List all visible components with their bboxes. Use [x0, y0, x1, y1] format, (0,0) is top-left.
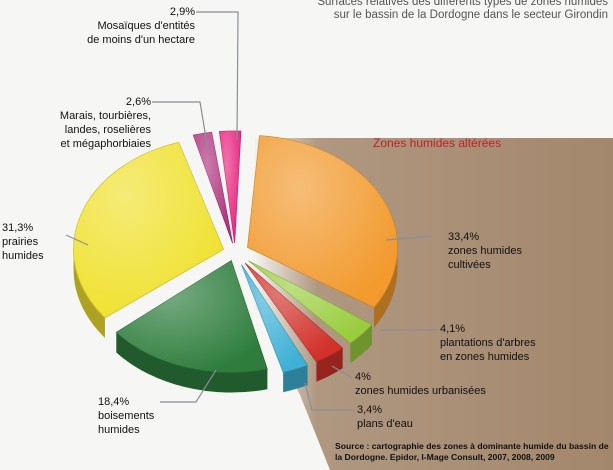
slice-value-label: 18,4% — [98, 396, 130, 408]
slice-category-label: zones humides — [448, 245, 522, 257]
slice-label-5: 18,4% boisements humides — [98, 395, 154, 437]
slice-value-label: 3,4% — [357, 404, 383, 416]
leader-lines — [65, 11, 438, 411]
pie-slice-highlight-2 — [248, 260, 372, 344]
pie-slice-side-3 — [316, 348, 343, 382]
leader-line-8 — [196, 11, 239, 141]
pie-slices — [73, 130, 398, 373]
pie-slice-highlight-1 — [247, 135, 398, 308]
slice-category-label: plans d'eau — [357, 418, 413, 430]
leader-line-5 — [160, 369, 217, 403]
pie-slice-highlight-6 — [73, 142, 224, 318]
slice-category-label: humides — [98, 424, 140, 436]
pie-slice-highlight-8 — [219, 131, 241, 244]
leader-line-7 — [152, 101, 209, 151]
slice-value-label: 31,3% — [2, 222, 34, 234]
section-title-altered: Zones humides altérées — [373, 136, 502, 150]
slice-value-label: 2,9% — [169, 6, 195, 18]
leader-line-4 — [304, 382, 354, 411]
chart-title: Surfaces relatives des différents types … — [0, 0, 608, 22]
slice-label-3: 4% zones humides urbanisées — [355, 370, 486, 398]
pie-slice-highlight-5 — [116, 260, 268, 373]
slice-category-label: humides — [2, 250, 44, 262]
slice-category-label: landes, roselières — [64, 124, 151, 136]
slice-category-label: boisements — [98, 410, 155, 422]
slice-value-label: 33,4% — [448, 231, 480, 243]
slice-category-label: plantations d'arbres — [440, 337, 536, 349]
slice-label-2: 4,1% plantations d'arbres en zones humides — [440, 322, 536, 364]
slice-category-label: de moins d'un hectare — [87, 34, 195, 46]
pie-slice-side-4 — [283, 365, 308, 393]
slice-category-label: et mégaphorbiaies — [60, 138, 151, 150]
slice-category-label: en zones humides — [440, 351, 530, 363]
slice-value-label: 4,1% — [440, 323, 466, 335]
slice-category-label: Marais, tourbières, — [59, 110, 151, 122]
pie-slice-highlight-7 — [193, 132, 233, 244]
slice-category-label: prairies — [2, 236, 39, 248]
pie-slice-highlight-4 — [241, 264, 308, 373]
pie-slice-side-6 — [73, 249, 105, 338]
source-note: Source : cartographie des zones à domina… — [335, 441, 609, 462]
pie-sides — [73, 247, 398, 393]
slice-value-label: 2,6% — [125, 96, 151, 108]
chart-title-line-1: Surfaces relatives des différents types … — [317, 0, 608, 8]
slice-label-6: 31,3% prairies humides — [2, 221, 44, 263]
slice-category-label: Mosaïques d'entités — [97, 20, 196, 32]
leader-line-1 — [385, 235, 433, 241]
slice-category-label: cultivées — [448, 259, 491, 271]
pie-slice-highlight-3 — [245, 263, 343, 362]
pie-slice-side-2 — [350, 324, 372, 364]
pie-slice-side-1 — [374, 247, 398, 328]
slice-category-label: zones humides urbanisées — [355, 385, 486, 397]
slice-label-4: 3,4% plans d'eau — [357, 403, 413, 431]
pie-slice-side-5 — [116, 332, 268, 393]
slice-label-8: 2,9% Mosaïques d'entités de moins d'un hec… — [55, 5, 195, 47]
slice-label-1: 33,4% zones humides cultivées — [448, 230, 522, 272]
slice-value-label: 4% — [355, 371, 371, 383]
leader-line-3 — [331, 365, 353, 379]
slice-label-7: 2,6% Marais, tourbières, landes, roselière… — [5, 95, 151, 151]
leader-line-6 — [65, 234, 89, 246]
chart-title-line-2: sur le bassin de la Dordogne dans le sec… — [333, 9, 608, 21]
